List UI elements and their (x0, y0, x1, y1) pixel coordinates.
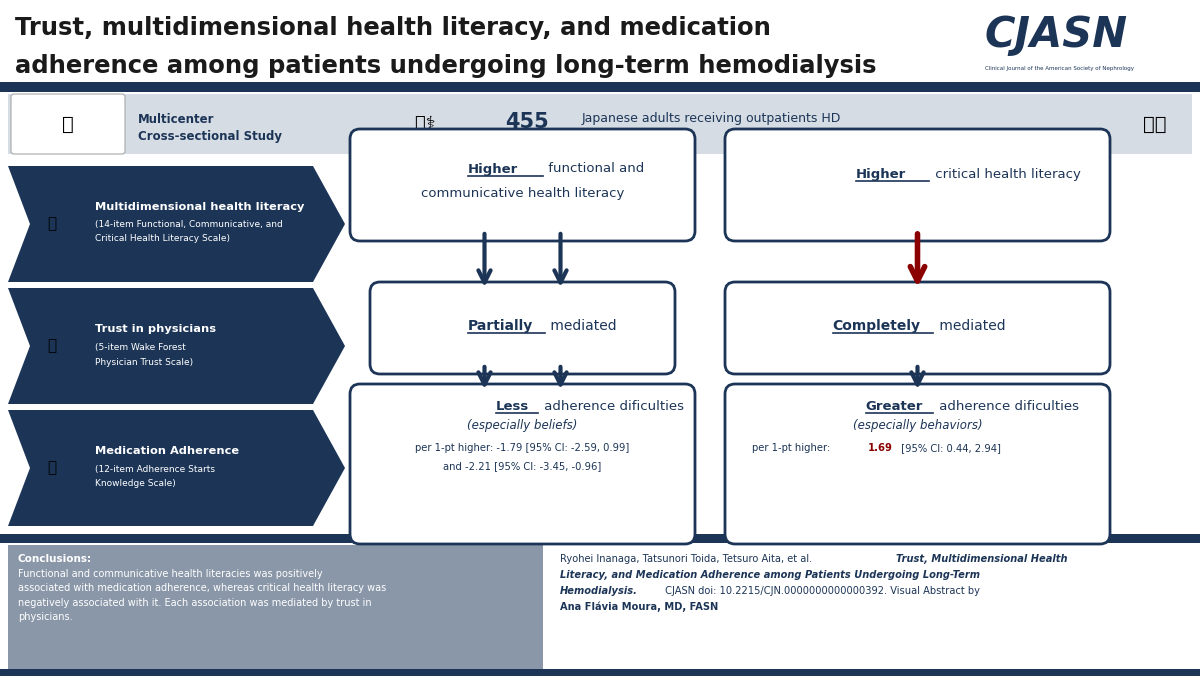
Text: 455: 455 (505, 112, 548, 132)
Text: Literacy, and Medication Adherence among Patients Undergoing Long-Term: Literacy, and Medication Adherence among… (560, 570, 980, 580)
Polygon shape (8, 410, 346, 526)
Text: 💊: 💊 (48, 460, 56, 475)
Text: (5-item Wake Forest: (5-item Wake Forest (95, 343, 186, 352)
FancyBboxPatch shape (8, 94, 1192, 154)
Text: Medication Adherence: Medication Adherence (95, 446, 239, 456)
Text: 🇯🇵: 🇯🇵 (1144, 114, 1166, 133)
Text: 1.69: 1.69 (868, 443, 893, 453)
Text: Completely: Completely (833, 319, 920, 333)
Text: adherence among patients undergoing long-term hemodialysis: adherence among patients undergoing long… (14, 54, 876, 78)
FancyBboxPatch shape (0, 669, 1200, 676)
Text: 📋: 📋 (48, 216, 56, 231)
Text: Critical Health Literacy Scale): Critical Health Literacy Scale) (95, 234, 230, 243)
Text: per 1-pt higher:: per 1-pt higher: (752, 443, 833, 453)
Text: (14-item Functional, Communicative, and: (14-item Functional, Communicative, and (95, 220, 283, 229)
FancyBboxPatch shape (725, 282, 1110, 374)
Text: Higher: Higher (856, 168, 906, 180)
Text: communicative health literacy: communicative health literacy (421, 187, 624, 201)
Text: functional and: functional and (545, 162, 644, 176)
Text: Trust, Multidimensional Health: Trust, Multidimensional Health (896, 554, 1068, 564)
Text: Ana Flávia Moura, MD, FASN: Ana Flávia Moura, MD, FASN (560, 602, 719, 612)
Text: 👨‍⚕️: 👨‍⚕️ (415, 115, 436, 133)
FancyBboxPatch shape (0, 534, 1200, 543)
Polygon shape (8, 166, 346, 282)
FancyBboxPatch shape (8, 545, 542, 669)
Text: mediated: mediated (935, 319, 1006, 333)
FancyBboxPatch shape (350, 384, 695, 544)
Text: (especially beliefs): (especially beliefs) (467, 420, 577, 433)
Text: CJASN doi: 10.2215/CJN.0000000000000392. Visual Abstract by: CJASN doi: 10.2215/CJN.0000000000000392.… (662, 586, 980, 596)
Text: Higher: Higher (468, 162, 517, 176)
Text: critical health literacy: critical health literacy (930, 168, 1080, 180)
Text: [95% CI: 0.44, 2.94]: [95% CI: 0.44, 2.94] (898, 443, 1001, 453)
Text: Trust in physicians: Trust in physicians (95, 324, 216, 334)
Text: Partially: Partially (468, 319, 533, 333)
Text: Ryohei Inanaga, Tatsunori Toida, Tetsuro Aita, et al.: Ryohei Inanaga, Tatsunori Toida, Tetsuro… (560, 554, 815, 564)
Text: and -2.21 [95% CI: -3.45, -0.96]: and -2.21 [95% CI: -3.45, -0.96] (443, 461, 601, 471)
Text: Conclusions:: Conclusions: (18, 554, 92, 564)
FancyBboxPatch shape (370, 282, 674, 374)
Text: Clinical Journal of the American Society of Nephrology: Clinical Journal of the American Society… (985, 66, 1134, 71)
Text: Multidimensional health literacy: Multidimensional health literacy (95, 202, 305, 212)
Text: Greater: Greater (865, 400, 923, 412)
Text: 🔍: 🔍 (62, 114, 74, 133)
Text: per 1-pt higher: -1.79 [95% CI: -2.59, 0.99]: per 1-pt higher: -1.79 [95% CI: -2.59, 0… (415, 443, 630, 453)
Text: (especially behaviors): (especially behaviors) (853, 420, 983, 433)
FancyBboxPatch shape (11, 94, 125, 154)
Text: Hemodialysis.: Hemodialysis. (560, 586, 638, 596)
Text: Functional and communicative health literacies was positively
associated with me: Functional and communicative health lite… (18, 569, 386, 622)
Text: (12-item Adherence Starts: (12-item Adherence Starts (95, 465, 215, 474)
Text: Less: Less (496, 400, 529, 412)
Text: mediated: mediated (546, 319, 617, 333)
Text: Trust, multidimensional health literacy, and medication: Trust, multidimensional health literacy,… (14, 16, 770, 40)
Text: Multicenter: Multicenter (138, 113, 215, 126)
Text: adherence dificulties: adherence dificulties (935, 400, 1079, 412)
Text: CJASN: CJASN (985, 14, 1128, 56)
FancyBboxPatch shape (350, 129, 695, 241)
Text: 🧑: 🧑 (48, 339, 56, 354)
Text: Physician Trust Scale): Physician Trust Scale) (95, 358, 193, 367)
Text: Cross-sectional Study: Cross-sectional Study (138, 130, 282, 143)
Polygon shape (8, 288, 346, 404)
FancyBboxPatch shape (550, 545, 1192, 669)
Text: Knowledge Scale): Knowledge Scale) (95, 479, 175, 488)
Text: adherence dificulties: adherence dificulties (540, 400, 684, 412)
FancyBboxPatch shape (725, 384, 1110, 544)
Text: Japanese adults receiving outpatients HD: Japanese adults receiving outpatients HD (582, 112, 841, 125)
FancyBboxPatch shape (0, 82, 1200, 92)
FancyBboxPatch shape (725, 129, 1110, 241)
